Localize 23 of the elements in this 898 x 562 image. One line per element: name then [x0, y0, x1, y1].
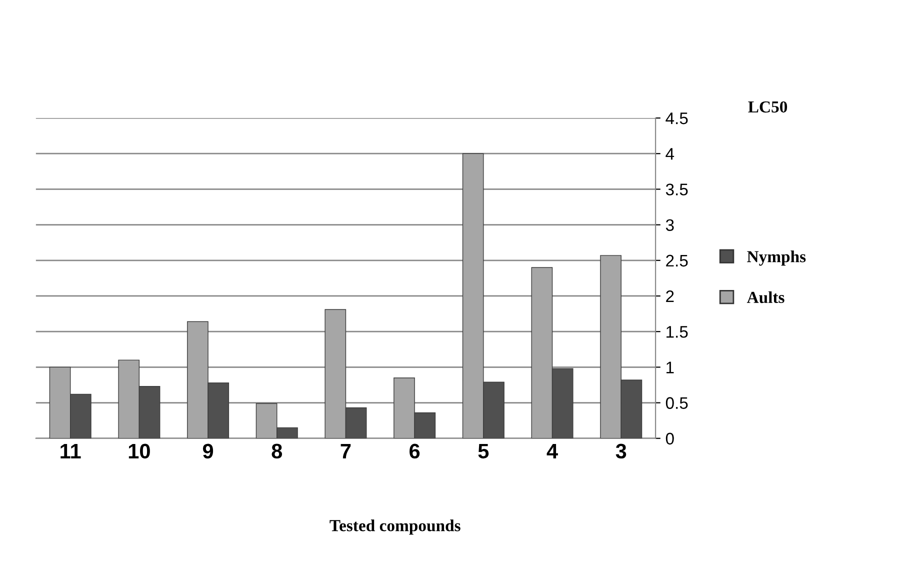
y-tick-label: 3.5 [666, 184, 688, 196]
y-tick-label: 4.5 [666, 112, 688, 124]
y-axis-title: LC50 [748, 101, 788, 113]
legend-label: Aults [746, 291, 784, 304]
y-tick-label: 2 [666, 290, 674, 302]
y-tick-label: 4 [666, 148, 674, 160]
x-tick-label: 5 [478, 444, 489, 459]
legend-label: Nymphs [747, 250, 806, 266]
y-tick-label: 1.5 [666, 326, 688, 338]
y-tick-label: 3 [666, 219, 674, 232]
x-tick-label: 4 [546, 444, 558, 458]
y-tick-label: 1 [666, 362, 674, 374]
x-tick-label: 9 [202, 444, 214, 459]
x-tick-label: 7 [340, 444, 351, 458]
x-tick-label: 10 [128, 444, 150, 459]
x-axis-title: Tested compounds [330, 520, 460, 535]
y-tick-label: 0.5 [666, 397, 688, 409]
y-tick-label: 0 [666, 432, 674, 445]
x-tick-label: 8 [272, 444, 282, 459]
x-tick-label: 3 [616, 444, 626, 459]
y-tick-label: 2.5 [666, 254, 688, 267]
x-tick-label: 11 [60, 444, 81, 458]
x-tick-label: 6 [410, 444, 420, 459]
